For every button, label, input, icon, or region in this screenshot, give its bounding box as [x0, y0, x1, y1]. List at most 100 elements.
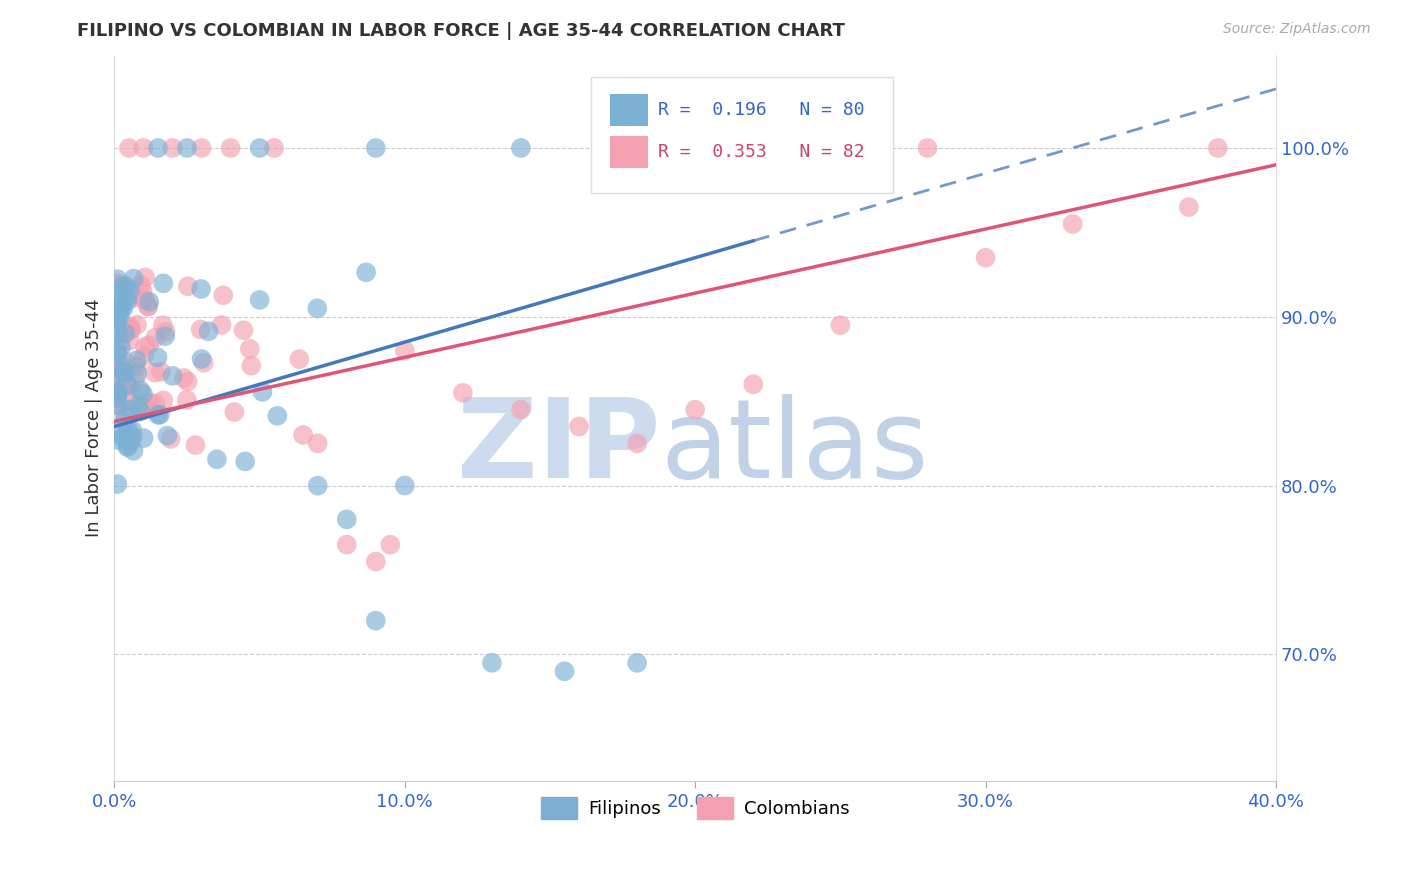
Point	[112, 365, 135, 379]
Point	[114, 363, 136, 377]
Point	[132, 141, 155, 155]
Point	[105, 384, 128, 399]
Point	[626, 436, 648, 450]
Point	[129, 384, 152, 398]
Point	[233, 454, 256, 468]
Point	[124, 372, 146, 386]
Point	[120, 322, 142, 336]
Point	[105, 301, 128, 316]
Point	[568, 419, 591, 434]
Point	[134, 395, 156, 409]
Point	[117, 423, 139, 437]
Point	[120, 434, 142, 449]
Point	[105, 391, 128, 405]
Point	[177, 279, 200, 293]
Point	[108, 399, 131, 413]
Point	[105, 312, 128, 326]
Point	[917, 141, 939, 155]
Point	[132, 431, 155, 445]
Point	[510, 141, 533, 155]
Point	[105, 310, 128, 324]
Point	[108, 368, 131, 383]
Point	[292, 428, 315, 442]
Point	[114, 324, 136, 338]
Point	[263, 141, 285, 155]
Point	[134, 340, 156, 354]
Point	[184, 438, 207, 452]
Point	[107, 348, 129, 362]
Point	[683, 402, 706, 417]
Point	[110, 398, 132, 412]
Point	[117, 439, 139, 453]
Point	[149, 365, 172, 379]
Point	[129, 277, 152, 292]
FancyBboxPatch shape	[591, 77, 893, 193]
Point	[111, 431, 134, 445]
Point	[120, 402, 142, 417]
Point	[108, 310, 131, 324]
Point	[121, 430, 143, 444]
Point	[110, 336, 132, 351]
Text: ZIP: ZIP	[457, 393, 661, 500]
Point	[105, 304, 128, 318]
Point	[127, 367, 149, 381]
Point	[510, 402, 533, 417]
Point	[364, 555, 387, 569]
Point	[120, 322, 142, 336]
Point	[176, 392, 198, 407]
Point	[108, 278, 131, 293]
Point	[173, 371, 195, 385]
Point	[145, 330, 167, 344]
Point	[146, 408, 169, 422]
Point	[152, 277, 174, 291]
Point	[117, 293, 139, 308]
Point	[108, 299, 131, 313]
Point	[146, 351, 169, 365]
Point	[122, 291, 145, 305]
Point	[117, 440, 139, 454]
Point	[115, 279, 138, 293]
Point	[105, 285, 128, 299]
Point	[112, 380, 135, 394]
Point	[177, 375, 200, 389]
Point	[108, 295, 131, 310]
Point	[117, 378, 139, 392]
FancyBboxPatch shape	[610, 95, 648, 127]
Point	[354, 265, 377, 279]
Point	[394, 478, 416, 492]
Point	[105, 277, 128, 291]
Point	[451, 385, 474, 400]
Point	[134, 270, 156, 285]
Point	[266, 409, 288, 423]
Point	[193, 356, 215, 370]
Point	[143, 396, 166, 410]
Point	[112, 364, 135, 378]
Point	[143, 366, 166, 380]
Point	[115, 290, 138, 304]
Point	[219, 141, 242, 155]
Point	[800, 141, 823, 155]
Point	[105, 425, 128, 439]
Point	[239, 342, 262, 356]
Point	[125, 353, 148, 368]
Point	[134, 293, 156, 307]
Point	[105, 399, 128, 413]
Point	[120, 283, 142, 297]
Point	[307, 301, 329, 316]
Point	[105, 359, 128, 373]
Point	[232, 323, 254, 337]
Point	[111, 280, 134, 294]
Point	[152, 393, 174, 408]
Point	[105, 378, 128, 392]
Point	[125, 359, 148, 374]
Point	[364, 141, 387, 155]
Point	[554, 665, 576, 679]
Point	[118, 334, 141, 348]
Point	[108, 303, 131, 318]
Point	[112, 286, 135, 301]
Point	[190, 322, 212, 336]
Point	[380, 538, 402, 552]
Point	[105, 305, 128, 319]
Point	[112, 415, 135, 429]
Point	[364, 614, 387, 628]
